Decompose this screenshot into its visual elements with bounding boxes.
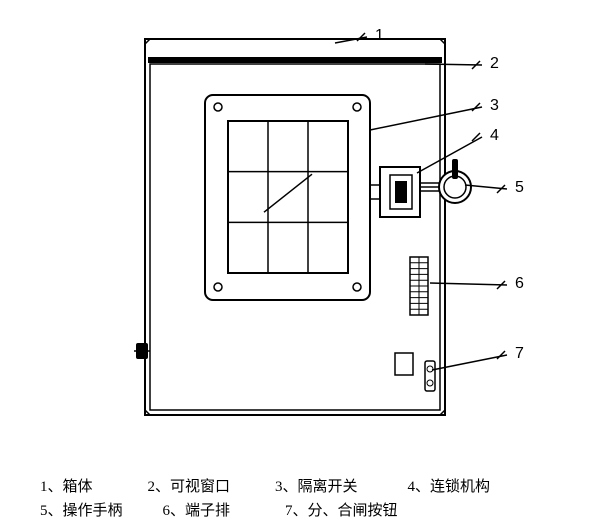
callout-5: 5 <box>515 179 524 197</box>
callout-3: 3 <box>490 97 499 115</box>
callout-7: 7 <box>515 345 524 363</box>
cabinet-diagram <box>60 15 540 435</box>
legend-row-1: 1、箱体 2、可视窗口 3、隔离开关 4、连锁机构 <box>40 475 580 499</box>
legend-item-2: 2、可视窗口 <box>148 475 231 499</box>
legend-item-7: 7、分、合闸按钮 <box>285 499 398 523</box>
legend-row-2: 5、操作手柄 6、端子排 7、分、合闸按钮 <box>40 499 580 523</box>
legend-item-6: 6、端子排 <box>163 499 231 523</box>
legend-item-1: 1、箱体 <box>40 475 93 499</box>
callout-6: 6 <box>515 275 524 293</box>
diagram-container: 1 2 3 4 5 6 7 <box>60 15 540 435</box>
callout-1: 1 <box>375 27 384 45</box>
callout-4: 4 <box>490 127 499 145</box>
legend-item-3: 3、隔离开关 <box>275 475 358 499</box>
legend: 1、箱体 2、可视窗口 3、隔离开关 4、连锁机构 5、操作手柄 6、端子排 7、分、合闸… <box>40 475 580 523</box>
legend-item-5: 5、操作手柄 <box>40 499 123 523</box>
legend-item-4: 4、连锁机构 <box>408 475 491 499</box>
callout-2: 2 <box>490 55 499 73</box>
